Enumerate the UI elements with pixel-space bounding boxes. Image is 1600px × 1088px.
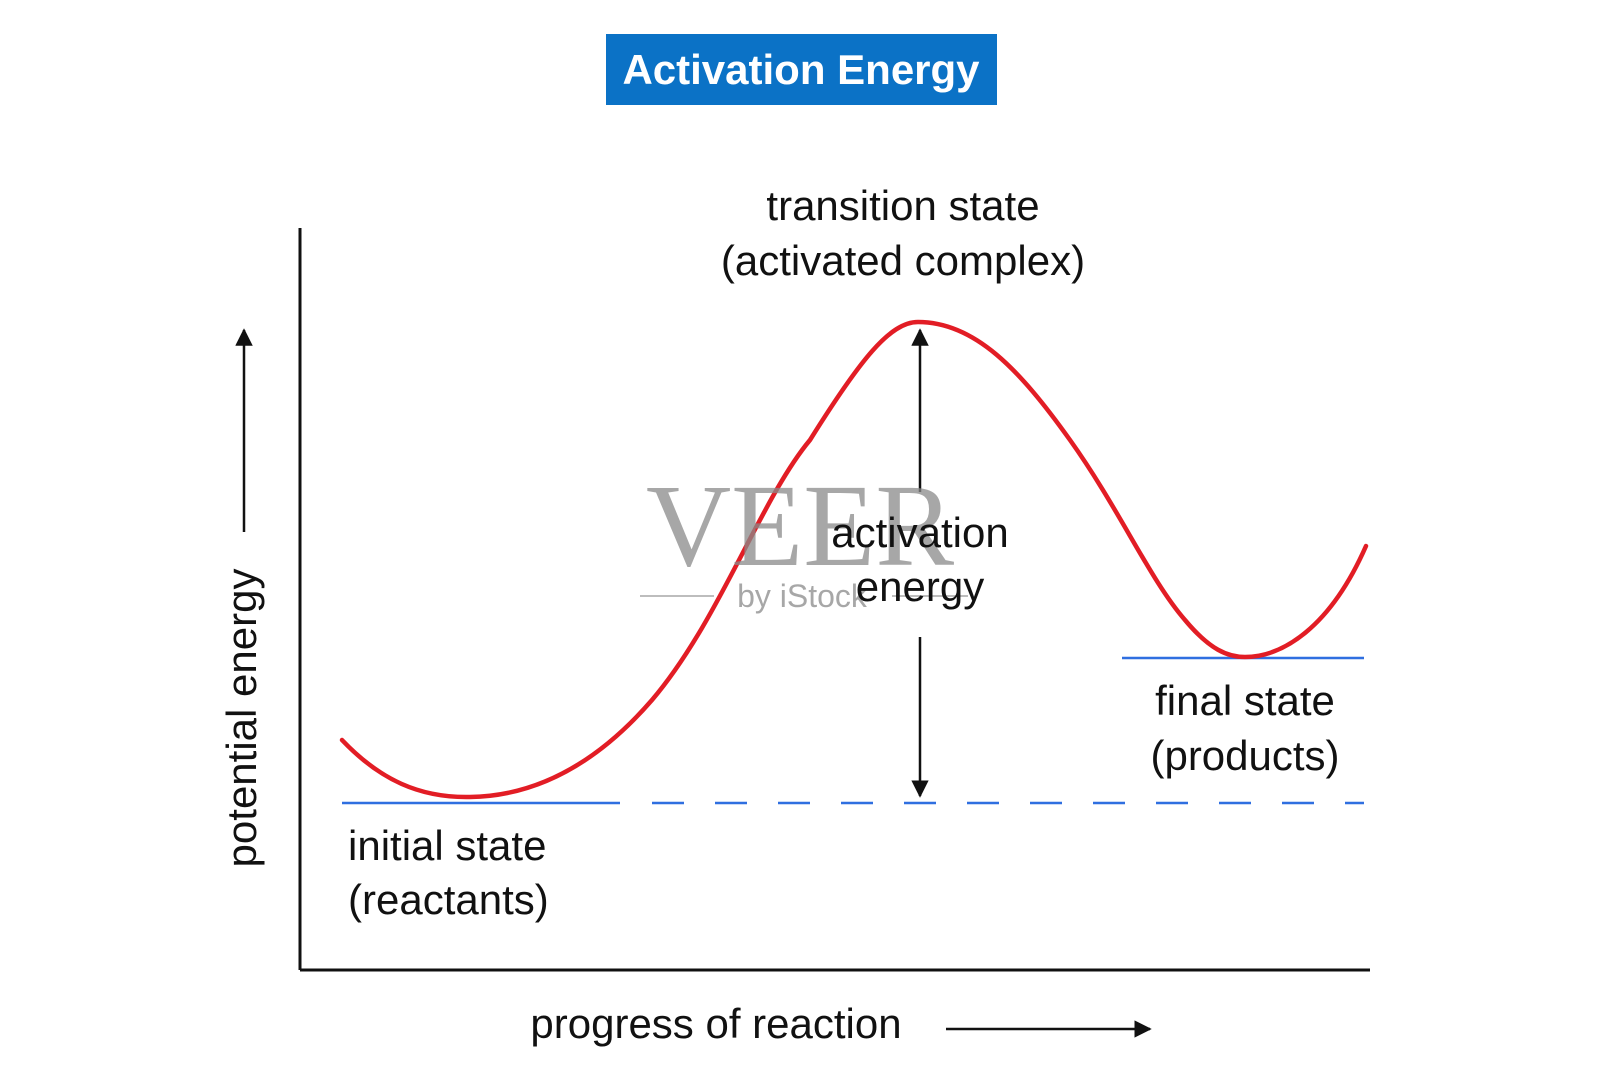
transition-state-label: transition state <box>766 182 1039 229</box>
activation-energy-label: activation <box>831 509 1008 556</box>
title-banner <box>606 34 997 105</box>
x-axis-label: progress of reaction <box>530 1000 901 1047</box>
activation-energy-sublabel: energy <box>856 563 984 610</box>
initial-state-label: initial state <box>348 822 546 869</box>
page-title: Activation Energy <box>622 46 980 93</box>
final-state-sublabel: (products) <box>1150 732 1339 779</box>
watermark-logo: VEER <box>646 460 954 591</box>
watermark-byline: by iStock <box>737 578 868 614</box>
reaction-energy-curve <box>339 319 1369 800</box>
initial-state-sublabel: (reactants) <box>348 876 549 923</box>
y-axis-label: potential energy <box>218 569 265 868</box>
transition-state-sublabel: (activated complex) <box>721 237 1085 284</box>
final-state-label: final state <box>1155 677 1335 724</box>
